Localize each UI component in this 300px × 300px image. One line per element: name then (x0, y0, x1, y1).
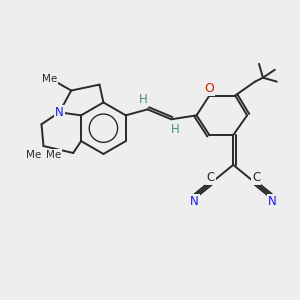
Text: C: C (252, 171, 260, 184)
Text: N: N (190, 195, 199, 208)
Text: N: N (55, 106, 64, 119)
Text: N: N (268, 195, 276, 208)
Text: Me: Me (26, 150, 41, 160)
Text: O: O (205, 82, 214, 95)
Text: H: H (171, 123, 180, 136)
Text: C: C (206, 171, 214, 184)
Text: Me: Me (42, 74, 57, 84)
Text: H: H (139, 93, 148, 106)
Text: Me: Me (46, 150, 61, 160)
